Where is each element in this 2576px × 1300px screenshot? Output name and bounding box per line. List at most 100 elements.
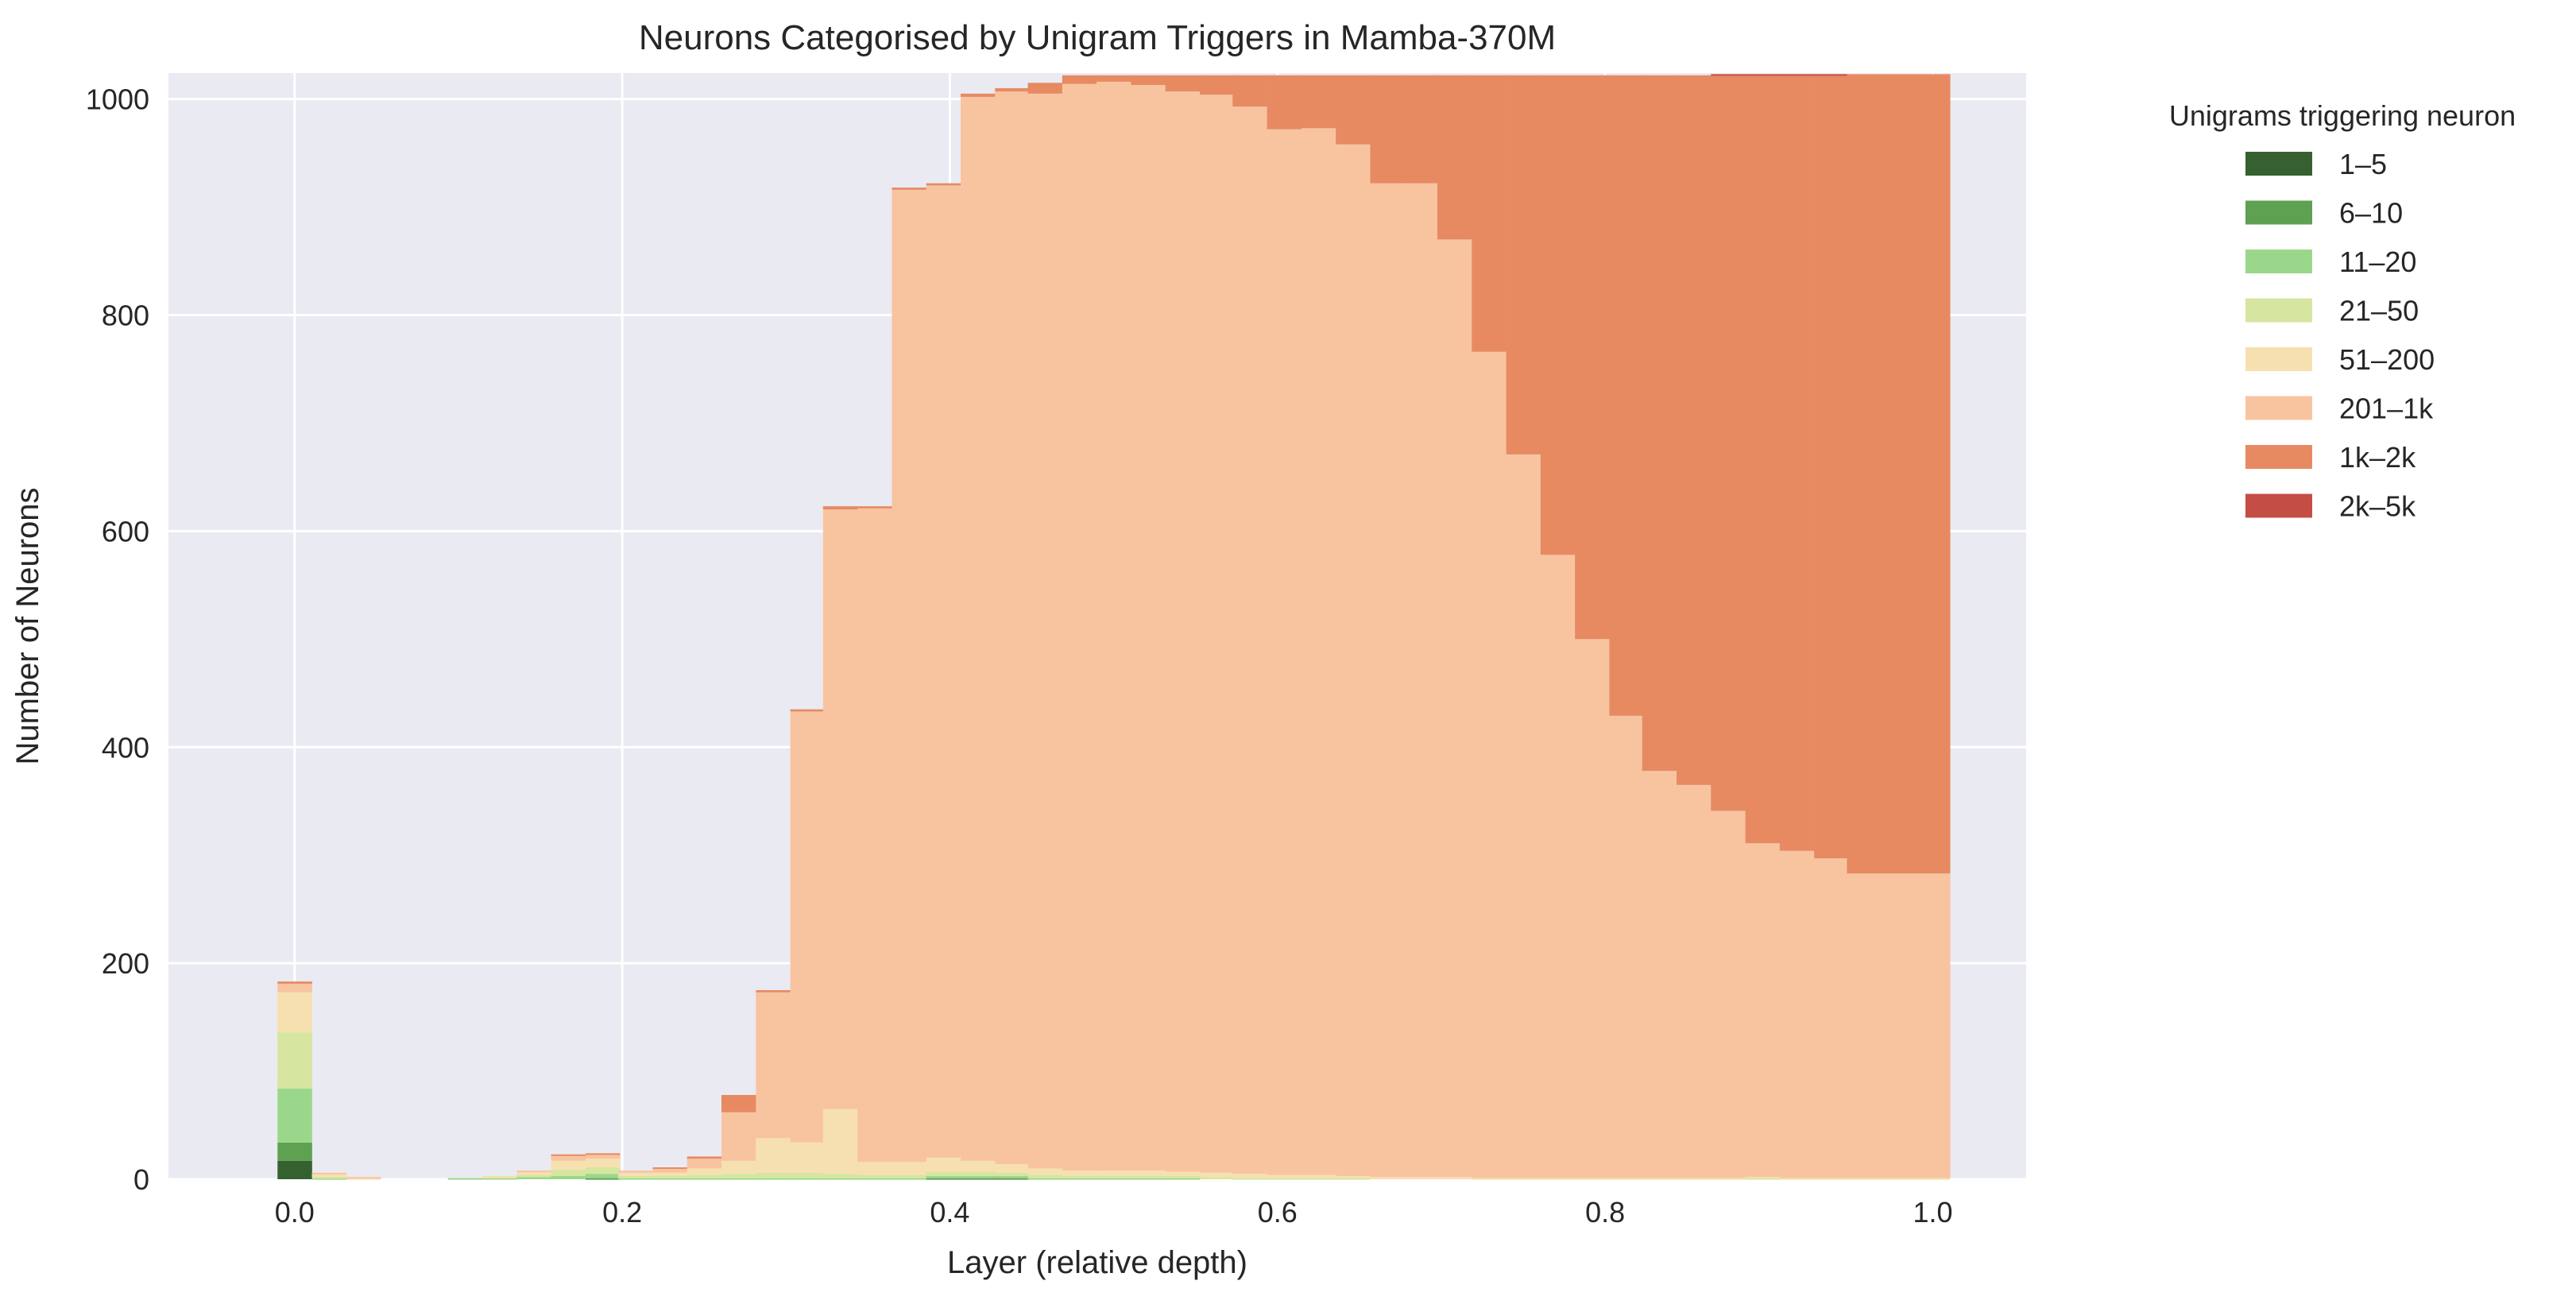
- bar-segment: [1540, 555, 1576, 1178]
- bar-segment: [1847, 873, 1882, 1178]
- bar-segment: [1336, 1175, 1371, 1178]
- bar-segment: [1404, 183, 1440, 1178]
- bar-segment: [1779, 1178, 1815, 1180]
- bar-segment: [1097, 1175, 1131, 1178]
- bar-segment: [1267, 1174, 1302, 1178]
- legend-label: 2k–5k: [2339, 490, 2416, 523]
- bar-segment: [1779, 74, 1815, 76]
- legend-label: 11–20: [2339, 246, 2416, 278]
- bar-segment: [926, 1178, 961, 1180]
- bar-segment: [926, 183, 961, 186]
- bar-segment: [1847, 74, 1882, 874]
- bar-segment: [961, 1171, 996, 1176]
- bar-segment: [1131, 1175, 1166, 1178]
- bar-segment: [1232, 1174, 1267, 1178]
- bar-segment: [961, 96, 996, 1161]
- bar-segment: [857, 1174, 892, 1178]
- x-tick-label: 0.2: [602, 1196, 642, 1228]
- bar-segment: [1027, 93, 1063, 1169]
- bar-segment: [1232, 75, 1267, 107]
- bar-segment: [1609, 1178, 1645, 1180]
- bar-segment: [1232, 1178, 1267, 1180]
- bar-segment: [1881, 1178, 1917, 1180]
- bar-segment: [1745, 1178, 1781, 1180]
- legend-swatch: [2245, 396, 2312, 420]
- bar-segment: [790, 1142, 826, 1173]
- bar-segment: [756, 992, 791, 1139]
- bar-segment: [1165, 1175, 1201, 1178]
- bar-segment: [721, 1178, 756, 1180]
- bar-segment: [585, 1174, 621, 1178]
- bar-segment: [1097, 1170, 1131, 1176]
- bar-segment: [277, 1088, 312, 1143]
- legend-swatch: [2245, 298, 2312, 323]
- chart-title: Neurons Categorised by Unigram Triggers …: [639, 18, 1556, 57]
- bar-segment: [1404, 75, 1440, 184]
- bar-segment: [995, 1175, 1030, 1178]
- bar-segment: [311, 1174, 347, 1178]
- bar-segment: [822, 1108, 858, 1174]
- bar-segment: [1711, 811, 1746, 1178]
- bar-segment: [857, 1178, 892, 1180]
- x-tick-label: 1.0: [1913, 1196, 1952, 1228]
- y-tick-label: 200: [102, 947, 149, 980]
- bar-segment: [585, 1178, 621, 1180]
- bar-segment: [721, 1160, 756, 1174]
- x-tick-label: 0.8: [1585, 1196, 1625, 1228]
- bar-segment: [1165, 75, 1201, 92]
- bar-segment: [961, 93, 996, 97]
- bar-segment: [1472, 351, 1507, 1178]
- bar-segment: [1097, 81, 1131, 1171]
- bar-segment: [1575, 1178, 1610, 1180]
- bar-segment: [482, 1177, 517, 1179]
- bar-segment: [516, 1174, 551, 1178]
- bar-segment: [995, 1163, 1030, 1173]
- bar-segment: [995, 1172, 1030, 1176]
- bar-segment: [1506, 454, 1541, 1178]
- bar-segment: [1336, 1178, 1371, 1180]
- bar-segment: [652, 1172, 687, 1176]
- bars: [277, 74, 1951, 1180]
- bar-segment: [551, 1169, 586, 1176]
- bar-segment: [1165, 1178, 1201, 1180]
- bar-segment: [1814, 858, 1849, 1178]
- bar-segment: [1062, 75, 1097, 84]
- bar-segment: [790, 711, 826, 1143]
- bar-segment: [482, 1175, 517, 1178]
- bar-segment: [926, 1171, 961, 1176]
- bar-segment: [1165, 91, 1201, 1172]
- bar-segment: [1370, 75, 1406, 184]
- bar-segment: [1404, 1177, 1440, 1179]
- bar-segment: [1779, 850, 1815, 1178]
- bar-segment: [618, 1178, 653, 1180]
- bar-segment: [1881, 74, 1917, 874]
- bar-segment: [857, 1162, 892, 1175]
- bar-segment: [516, 1177, 551, 1179]
- bar-segment: [1609, 715, 1645, 1178]
- bar-segment: [618, 1175, 653, 1178]
- bar-segment: [1336, 144, 1371, 1176]
- x-tick-label: 0.6: [1258, 1196, 1298, 1228]
- bar-segment: [585, 1159, 621, 1168]
- bar-segment: [1336, 75, 1371, 145]
- bar-segment: [1131, 1178, 1166, 1180]
- legend: Unigrams triggering neuron 1–5 6–10 11–20 2…: [2169, 99, 2516, 523]
- bar-segment: [1062, 1170, 1097, 1176]
- legend-label: 6–10: [2339, 197, 2403, 230]
- y-axis-label: Number of Neurons: [10, 487, 45, 764]
- bar-segment: [1062, 1178, 1097, 1180]
- bar-segment: [892, 1178, 926, 1180]
- bar-segment: [1165, 1171, 1201, 1176]
- bar-segment: [1745, 843, 1781, 1178]
- x-axis-label: Layer (relative depth): [947, 1245, 1247, 1280]
- bar-segment: [1301, 1178, 1336, 1180]
- bar-segment: [1916, 873, 1951, 1178]
- bar-segment: [961, 1160, 996, 1172]
- y-tick-labels: 0 200 400 600 800 1000: [86, 83, 149, 1196]
- x-tick-label: 0.0: [275, 1196, 315, 1228]
- bar-segment: [687, 1174, 722, 1178]
- bar-segment: [447, 1178, 483, 1180]
- legend-label: 21–50: [2339, 295, 2419, 327]
- bar-segment: [926, 1157, 961, 1172]
